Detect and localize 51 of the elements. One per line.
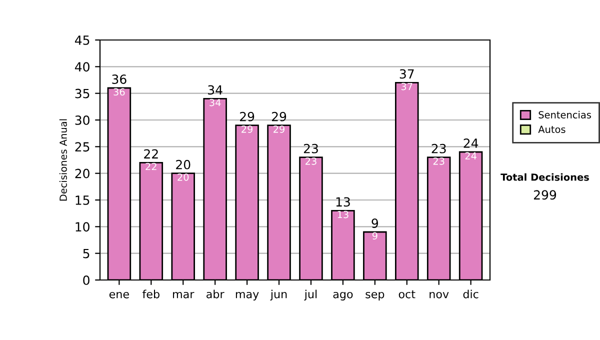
total-label: 37 bbox=[400, 69, 414, 79]
total-label: 36 bbox=[112, 74, 126, 84]
x-tick-label: dic bbox=[463, 290, 478, 298]
data-label: 13 bbox=[338, 210, 348, 218]
x-tick-label: ene bbox=[109, 292, 129, 298]
y-tick-label: 30 bbox=[75, 115, 90, 125]
y-tick-label: 35 bbox=[75, 88, 90, 98]
y-tick-label: 15 bbox=[76, 196, 90, 205]
x-tick-label: sep bbox=[366, 292, 384, 300]
data-label: 34 bbox=[210, 98, 221, 106]
y-tick-label: 25 bbox=[75, 142, 90, 152]
total-label: 24 bbox=[464, 138, 478, 148]
data-label: 29 bbox=[242, 126, 253, 133]
total-label: 13 bbox=[336, 197, 350, 207]
x-tick-label: nov bbox=[430, 292, 449, 298]
y-tick-label: 0 bbox=[83, 275, 90, 285]
total-label: 23 bbox=[304, 144, 318, 154]
x-tick-label: oct bbox=[398, 290, 416, 298]
data-label: 29 bbox=[274, 126, 285, 133]
data-label: 23 bbox=[433, 158, 444, 165]
y-tick-label: 10 bbox=[76, 222, 90, 232]
x-tick-label: ago bbox=[333, 292, 353, 300]
total-label: 34 bbox=[208, 85, 222, 95]
data-label: 22 bbox=[146, 162, 156, 170]
data-label: 23 bbox=[306, 158, 316, 165]
y-tick-label: 40 bbox=[74, 62, 90, 72]
y-tick-label: 45 bbox=[74, 36, 90, 45]
data-label: 37 bbox=[401, 82, 412, 90]
x-tick-label: abr bbox=[206, 290, 224, 298]
legend-label: Autos bbox=[538, 126, 566, 134]
total-label: 22 bbox=[144, 149, 158, 158]
x-tick-label: feb bbox=[142, 290, 160, 298]
data-label: 36 bbox=[114, 88, 125, 96]
text: Total Decisiones bbox=[500, 173, 589, 181]
data-label: 20 bbox=[178, 174, 189, 181]
x-tick-label: jun bbox=[270, 290, 287, 300]
total-label: 29 bbox=[240, 112, 254, 122]
x-tick-label: mar bbox=[173, 292, 194, 298]
x-tick-label: may bbox=[236, 292, 259, 300]
y-tick-label: 5 bbox=[83, 248, 90, 258]
total-label: 23 bbox=[432, 144, 446, 154]
y-axis-title: Decisiones Anual bbox=[59, 119, 67, 201]
data-label: 24 bbox=[465, 152, 476, 160]
legend-label: Sentencias bbox=[538, 110, 592, 118]
data-label: 9 bbox=[372, 232, 378, 240]
y-tick-label: 20 bbox=[75, 168, 90, 178]
x-tick-label: jul bbox=[304, 290, 317, 300]
total-label: 9 bbox=[372, 218, 378, 228]
total-label: 20 bbox=[176, 160, 190, 170]
total-label: 29 bbox=[272, 112, 286, 122]
text: 299 bbox=[534, 190, 556, 200]
